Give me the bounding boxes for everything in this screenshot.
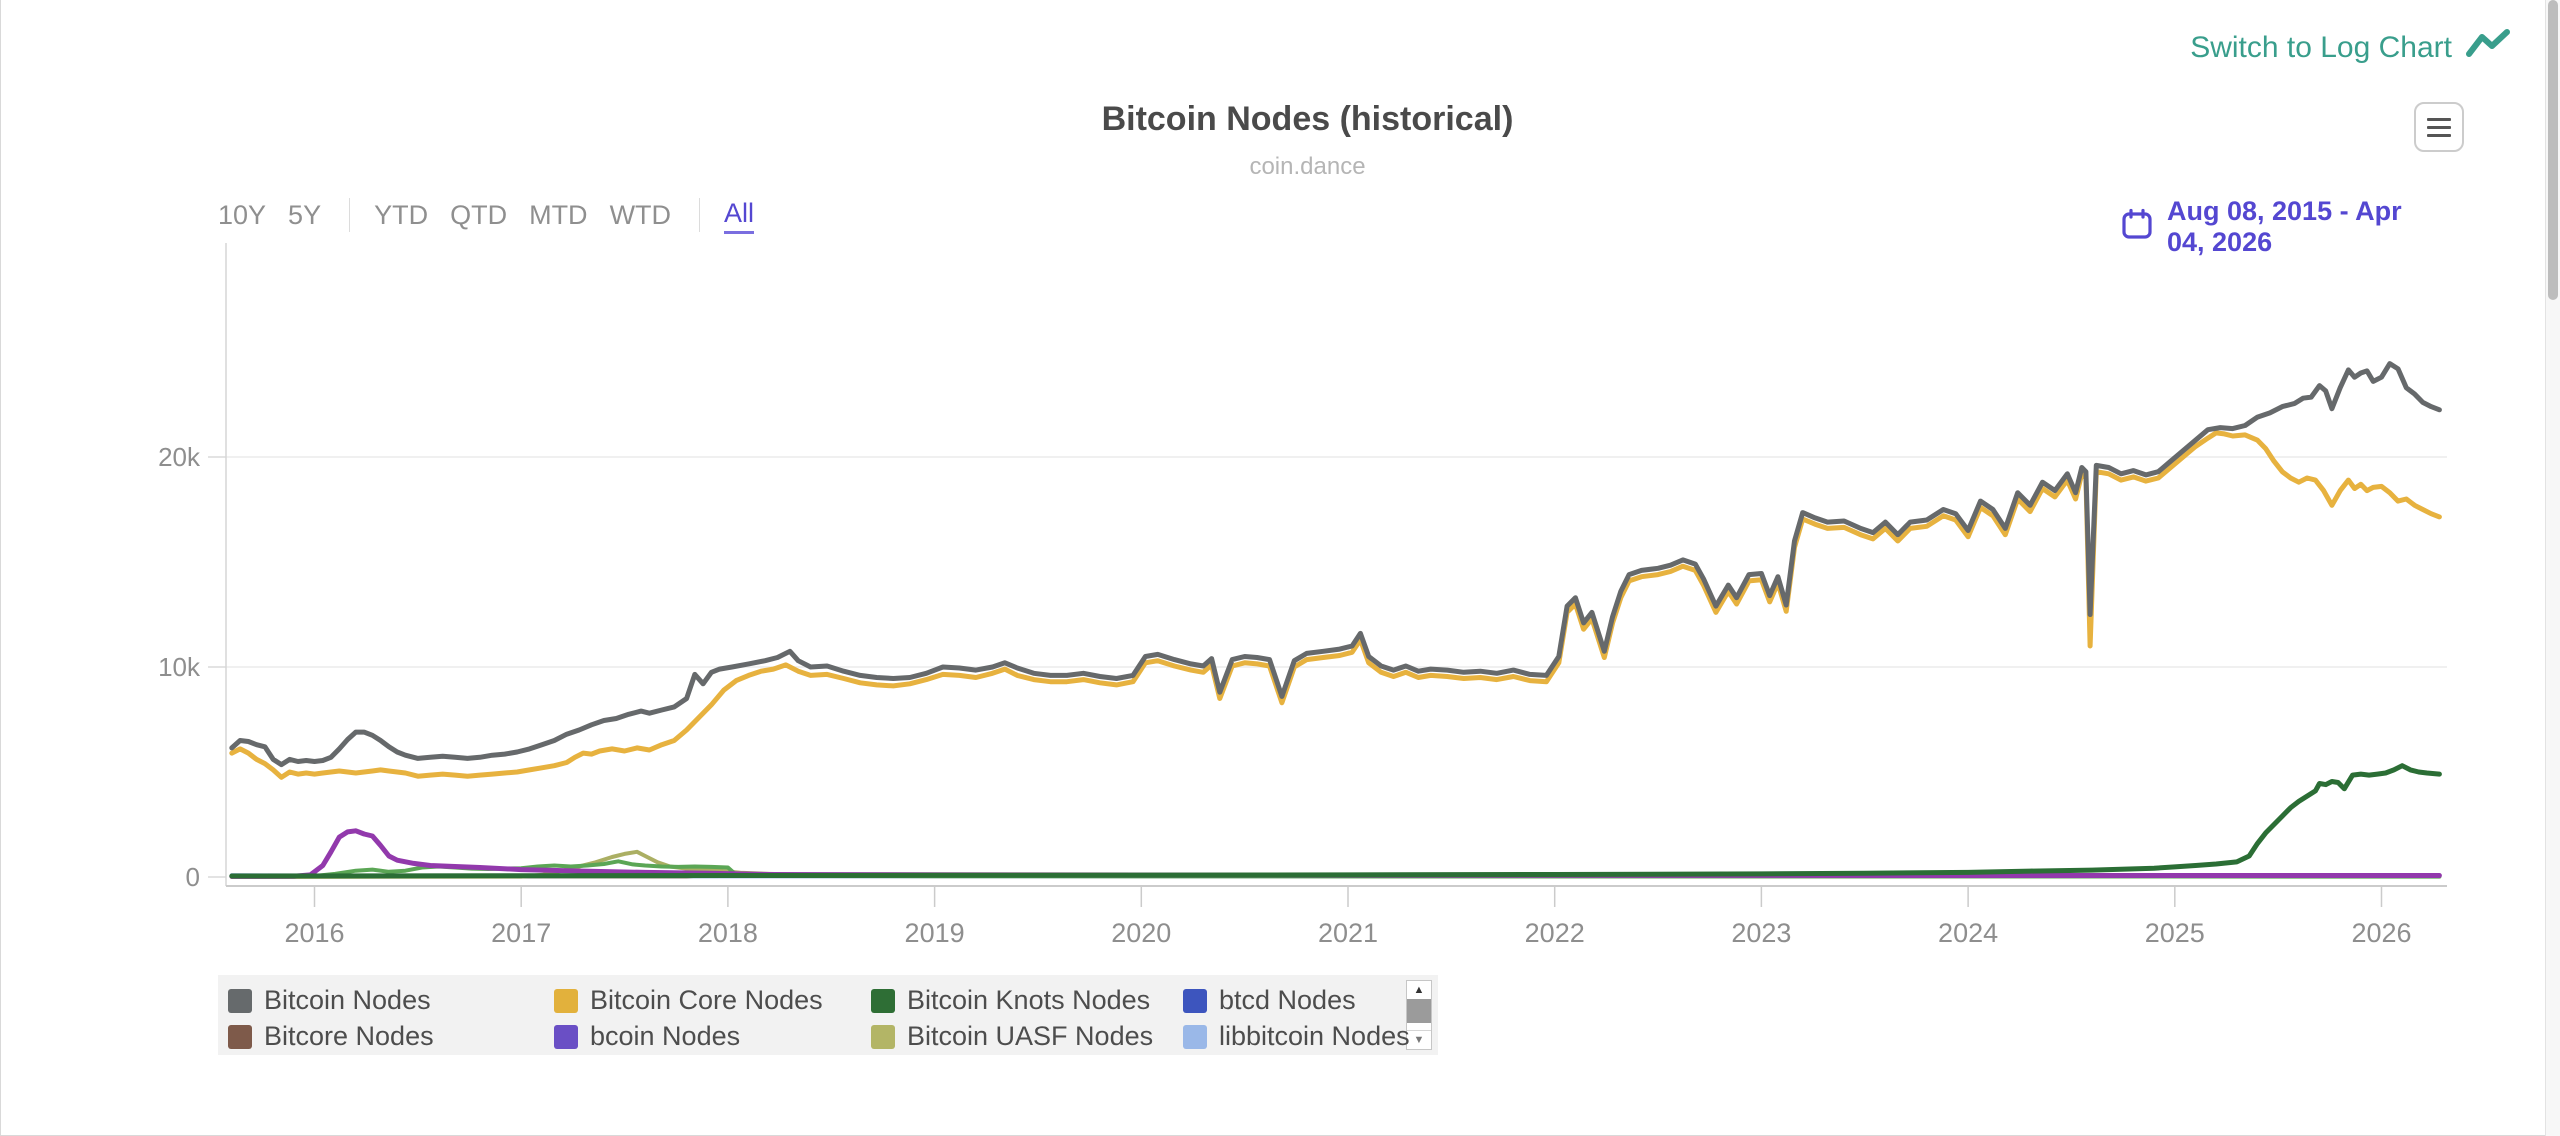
series-line-bitcoin-knots-nodes[interactable] (229, 763, 2442, 879)
range-button-ytd[interactable]: YTD (374, 199, 429, 230)
legend-item-bitcore-nodes[interactable]: Bitcore Nodes (228, 1021, 434, 1052)
browser-scrollbar-thumb[interactable] (2548, 0, 2558, 300)
legend-scroll-down-icon[interactable]: ▼ (1407, 1030, 1431, 1049)
range-separator (349, 198, 351, 232)
page-subtitle: coin.dance (1249, 153, 1366, 180)
x-axis-label-2018: 2018 (698, 918, 758, 948)
range-button-10y[interactable]: 10Y (218, 199, 267, 230)
x-axis-label-2026: 2026 (2351, 918, 2411, 948)
legend-item-bitcoin-core-nodes[interactable]: Bitcoin Core Nodes (554, 985, 823, 1016)
chart-legend: ▲ ▼ Bitcoin Nodes Bitcoin Core Nodes Bitco… (218, 975, 1438, 1055)
x-axis-label-2017: 2017 (491, 918, 551, 948)
legend-item-bitcoin-knots-nodes[interactable]: Bitcoin Knots Nodes (871, 985, 1150, 1016)
legend-swatch (871, 1024, 895, 1049)
legend-swatch (554, 1024, 578, 1049)
range-button-wtd[interactable]: WTD (609, 199, 672, 230)
legend-label: libbitcoin Nodes (1219, 1021, 1410, 1051)
legend-swatch (228, 1024, 252, 1049)
legend-swatch (871, 988, 895, 1013)
legend-swatch (1183, 988, 1207, 1013)
browser-scrollbar[interactable] (2545, 0, 2560, 1136)
x-axis-label-2016: 2016 (284, 918, 344, 948)
legend-scroll-up-icon[interactable]: ▲ (1413, 984, 1425, 996)
series-line-bitcoin-nodes[interactable] (229, 361, 2442, 768)
legend-label: Bitcoin Core Nodes (590, 985, 823, 1015)
legend-swatch (1183, 1024, 1207, 1049)
x-axis-label-2023: 2023 (1731, 918, 1791, 948)
date-range-label: Aug 08, 2015 - Apr 04, 2026 (2167, 196, 2402, 257)
legend-item-libbitcoin-nodes[interactable]: libbitcoin Nodes (1183, 1021, 1410, 1052)
range-button-5y[interactable]: 5Y (288, 199, 322, 230)
date-range-picker[interactable]: Aug 08, 2015 - Apr 04, 2026 (2121, 196, 2442, 258)
chart-context-menu-button[interactable] (2414, 102, 2464, 152)
y-axis-label-20k: 20k (158, 442, 201, 472)
legend-scrollbar[interactable]: ▲ ▼ (1406, 980, 1432, 1050)
legend-item-bcoin-nodes[interactable]: bcoin Nodes (554, 1021, 740, 1052)
series-line-bitcoin-core-nodes[interactable] (229, 430, 2442, 780)
hamburger-icon (2427, 117, 2451, 121)
series-line-green-series-legend-scrolled-out-of-view-[interactable] (229, 859, 2442, 879)
y-axis-label-0: 0 (186, 862, 200, 892)
x-axis-label-2021: 2021 (1318, 918, 1378, 948)
legend-item-btcd-nodes[interactable]: btcd Nodes (1183, 985, 1356, 1016)
range-separator (699, 198, 701, 232)
y-axis-label-10k: 10k (158, 652, 201, 682)
range-selector: 10Y 5Y YTD QTD MTD WTD All (218, 196, 755, 234)
range-button-qtd[interactable]: QTD (450, 199, 508, 230)
legend-label: bcoin Nodes (590, 1021, 741, 1051)
x-axis-label-2024: 2024 (1938, 918, 1998, 948)
calendar-icon (2121, 208, 2153, 247)
range-button-mtd[interactable]: MTD (529, 199, 588, 230)
x-axis-label-2025: 2025 (2145, 918, 2205, 948)
chart-header: Bitcoin Nodes (historical) coin.dance (134, 100, 2481, 181)
legend-label: Bitcoin Knots Nodes (907, 985, 1151, 1015)
log-chart-zigzag-icon (2466, 28, 2510, 68)
legend-label: Bitcoin UASF Nodes (907, 1021, 1154, 1051)
legend-swatch (554, 988, 578, 1013)
x-axis-label-2019: 2019 (905, 918, 965, 948)
legend-item-bitcoin-uasf-nodes[interactable]: Bitcoin UASF Nodes (871, 1021, 1153, 1052)
range-button-all[interactable]: All (724, 196, 755, 234)
x-axis-label-2022: 2022 (1525, 918, 1585, 948)
legend-swatch (228, 988, 252, 1013)
switch-to-log-chart-link[interactable]: Switch to Log Chart (2190, 28, 2510, 68)
legend-label: Bitcoin Nodes (264, 985, 431, 1015)
legend-item-bitcoin-nodes[interactable]: Bitcoin Nodes (228, 985, 431, 1016)
page-title: Bitcoin Nodes (historical) (1101, 100, 1514, 138)
x-axis-label-2020: 2020 (1111, 918, 1171, 948)
legend-scroll-thumb[interactable] (1407, 999, 1431, 1023)
legend-label: Bitcore Nodes (264, 1021, 434, 1051)
switch-to-log-chart-label: Switch to Log Chart (2190, 31, 2452, 64)
legend-label: btcd Nodes (1219, 985, 1356, 1015)
